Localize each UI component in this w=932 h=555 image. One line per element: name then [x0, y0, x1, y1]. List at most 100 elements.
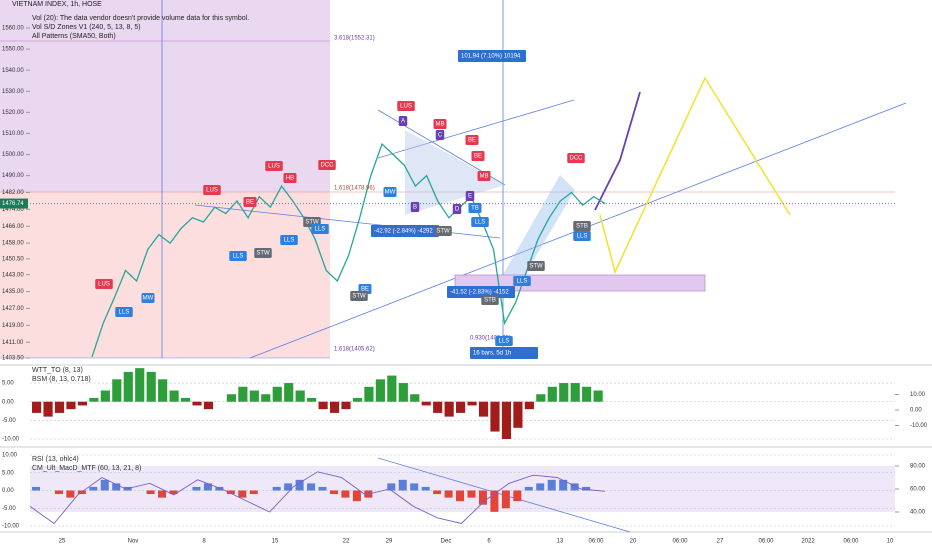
- time-label: 10: [887, 539, 894, 545]
- pattern-marker: [465, 135, 479, 145]
- tick-label: -5.00: [2, 506, 16, 512]
- macd-bar: [112, 483, 121, 491]
- pattern-marker: [243, 197, 257, 207]
- price-tick-label: 1466.00: [2, 224, 24, 230]
- annotation: 1.618(1478.96): [334, 186, 375, 192]
- time-label: 15: [272, 539, 279, 545]
- time-label: 8: [202, 539, 206, 545]
- pattern-label: LLS: [284, 238, 295, 244]
- macd-bar: [307, 483, 316, 491]
- zone-lower: [0, 192, 330, 358]
- macd-bar: [203, 483, 212, 491]
- rsi-line: [29, 471, 606, 525]
- hist-bar: [135, 368, 145, 402]
- price-tick-label: 1435.00: [2, 289, 24, 295]
- tick-label: 0.00: [2, 399, 14, 405]
- time-label: 22: [343, 539, 350, 545]
- pattern-marker: [398, 116, 408, 126]
- price-tick-label: 1550.00: [2, 47, 24, 53]
- pattern-marker: [567, 153, 585, 163]
- macd-bar: [272, 486, 281, 491]
- pane2-title: RSI (13, ohlc4): [32, 456, 79, 463]
- tick-label: 40.00: [910, 510, 926, 516]
- macd-bar: [329, 490, 338, 495]
- pane1-subtitle: BSM (8, 13, 0.718): [32, 376, 91, 383]
- annotation: 101.94 (7.10%) 10194: [461, 54, 521, 60]
- macd-bar: [192, 486, 201, 491]
- macd-bar: [398, 479, 407, 491]
- price-tick-label: 1560.00: [2, 26, 24, 32]
- pattern-label: LUS: [98, 282, 110, 288]
- macd-bar: [146, 490, 155, 495]
- macd-bar: [421, 486, 430, 491]
- hist-bar: [570, 383, 580, 402]
- hist-bar: [318, 401, 328, 410]
- price-tick-label: 1490.00: [2, 173, 24, 179]
- last-price-box: [0, 198, 28, 209]
- annotation-box: [371, 225, 439, 237]
- tick-label: 5.00: [2, 381, 14, 387]
- hist-bar: [329, 401, 340, 413]
- pattern-marker: [115, 307, 133, 317]
- tick-label: -10.00: [2, 437, 20, 443]
- pattern-marker: [468, 203, 482, 213]
- pattern-marker: [350, 291, 368, 301]
- time-label: 06:00: [672, 539, 688, 545]
- pattern-label: LUS: [206, 188, 218, 194]
- hist-bar: [456, 401, 466, 413]
- pattern-marker: [435, 130, 445, 140]
- hist-bar: [112, 379, 122, 402]
- pattern-label: DCC: [321, 163, 335, 169]
- macd-bar: [54, 490, 63, 495]
- macd-bar: [582, 486, 591, 491]
- tick-label: -10.00: [910, 423, 928, 429]
- pattern-marker: [397, 101, 415, 111]
- macd-bar: [341, 490, 350, 498]
- pattern-label: BE: [474, 154, 482, 160]
- hist-bar: [77, 401, 88, 406]
- hist-bar: [513, 401, 523, 428]
- annotation-box: [470, 347, 538, 359]
- pattern-marker: [95, 279, 113, 289]
- pattern-marker: [141, 293, 155, 303]
- pattern-marker: [203, 185, 221, 195]
- hist-bar: [295, 390, 305, 402]
- hist-bar: [272, 386, 282, 402]
- pattern-marker: [229, 251, 247, 261]
- hist-bar: [54, 401, 65, 413]
- time-label: Nov: [128, 539, 139, 545]
- macd-bar: [226, 490, 235, 495]
- macd-bar: [433, 490, 442, 495]
- tick-label: -10.00: [2, 524, 20, 530]
- price-tick-label: 1443.00: [2, 272, 24, 278]
- header-zones: Vol S/D Zones V1 (240, 5, 13, 8, 5): [32, 24, 141, 31]
- hist-bar: [146, 371, 156, 402]
- pattern-label: STW: [256, 251, 270, 257]
- pattern-marker: [477, 171, 491, 181]
- hist-bar: [238, 386, 248, 402]
- pattern-label: B: [413, 205, 417, 211]
- pattern-label: LLS: [499, 339, 510, 345]
- price-tick-label: 1427.00: [2, 306, 24, 312]
- pattern-label: D: [455, 207, 460, 213]
- hist-bar: [490, 401, 500, 432]
- macd-bar: [501, 490, 510, 509]
- hist-bar: [467, 401, 477, 406]
- hist-bar: [192, 401, 202, 406]
- hist-bar: [169, 390, 179, 402]
- hist-bar: [261, 394, 271, 402]
- pattern-marker: [265, 161, 283, 171]
- macd-bar: [536, 483, 545, 491]
- price-tick-label: 1450.50: [2, 256, 24, 262]
- hist-bar: [352, 397, 363, 402]
- pattern-marker: [434, 226, 452, 236]
- macd-bar: [249, 490, 258, 495]
- macd-bar: [478, 490, 487, 505]
- price-tick-label: 1419.00: [2, 323, 24, 329]
- macd-bar: [456, 490, 465, 502]
- zone-upper: [0, 0, 330, 192]
- pattern-label: LUS: [268, 164, 280, 170]
- pattern-label: STW: [436, 229, 450, 235]
- hist-bar: [421, 401, 431, 406]
